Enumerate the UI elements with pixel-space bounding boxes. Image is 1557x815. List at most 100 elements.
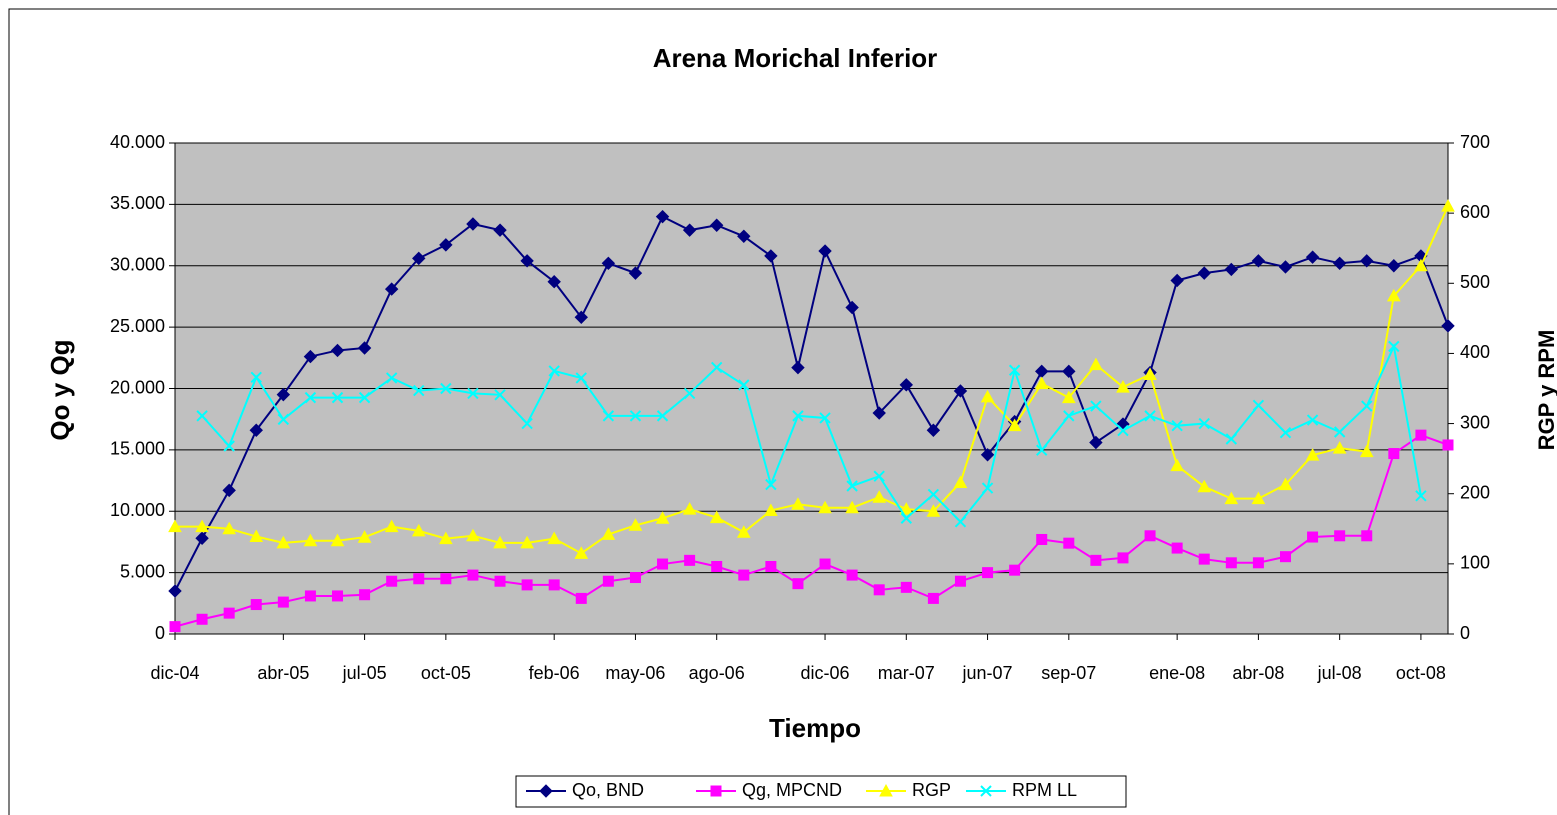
legend-label: Qg, MPCND — [742, 780, 842, 800]
data-point — [357, 341, 372, 355]
data-point — [792, 578, 804, 590]
data-point — [792, 410, 804, 422]
chart-title: Arena Morichal Inferior — [653, 43, 938, 73]
legend-marker — [539, 784, 553, 798]
y-tick-label: 0 — [155, 623, 165, 643]
x-tick-label: feb-06 — [529, 663, 580, 683]
data-point — [547, 274, 561, 289]
data-point — [249, 529, 264, 543]
data-point — [359, 589, 371, 601]
y-tick-label: 25.000 — [110, 316, 165, 336]
data-point — [304, 391, 317, 404]
data-point — [1251, 254, 1266, 268]
data-point — [521, 417, 533, 430]
y2-tick-label: 200 — [1460, 482, 1490, 502]
data-point — [872, 490, 887, 503]
data-point — [602, 410, 615, 422]
x-tick-label: sep-07 — [1041, 663, 1096, 683]
data-point — [1089, 435, 1103, 450]
data-point — [900, 581, 912, 593]
data-point — [738, 379, 750, 391]
data-point — [1225, 433, 1238, 445]
legend-marker — [710, 785, 722, 797]
data-point — [330, 533, 345, 547]
data-point — [1306, 414, 1319, 426]
y-tick-label: 10.000 — [110, 500, 165, 520]
x-tick-label: jul-05 — [342, 663, 387, 683]
x-tick-label: jun-07 — [962, 663, 1013, 683]
data-point — [873, 584, 885, 596]
data-point — [682, 502, 697, 515]
data-point — [277, 596, 289, 608]
data-point — [250, 371, 262, 383]
data-point — [765, 560, 777, 572]
data-point — [574, 546, 589, 559]
data-point — [466, 528, 480, 542]
data-point — [899, 502, 914, 515]
y2-tick-label: 600 — [1460, 202, 1490, 222]
data-point — [981, 482, 994, 494]
data-point — [1198, 553, 1210, 565]
data-point — [1388, 340, 1400, 353]
data-point — [168, 519, 182, 533]
data-point — [440, 382, 452, 395]
data-point — [249, 423, 263, 437]
data-point — [1171, 419, 1183, 432]
data-point — [493, 535, 507, 549]
data-point — [765, 478, 777, 491]
y-tick-label: 40.000 — [110, 132, 165, 152]
data-point — [1170, 458, 1184, 472]
data-point — [169, 621, 181, 633]
x-tick-label: abr-05 — [257, 663, 309, 683]
data-point — [195, 519, 209, 533]
data-point — [1278, 260, 1293, 274]
data-point — [629, 410, 642, 422]
legend-label: Qo, BND — [572, 780, 644, 800]
data-point — [548, 579, 560, 591]
data-point — [413, 384, 425, 397]
data-point — [413, 573, 425, 585]
data-point — [1307, 531, 1319, 543]
data-point — [819, 558, 831, 570]
data-point — [764, 249, 778, 263]
data-point — [384, 282, 399, 296]
data-point — [709, 510, 724, 524]
data-point — [629, 572, 641, 584]
data-point — [1144, 530, 1156, 542]
data-point — [655, 511, 670, 524]
data-point — [357, 530, 372, 543]
data-point — [954, 516, 967, 528]
data-point — [466, 217, 480, 231]
data-point — [494, 575, 506, 587]
data-point — [467, 569, 479, 581]
data-point — [547, 531, 562, 545]
y-tick-label: 5.000 — [120, 561, 165, 581]
data-point — [1034, 376, 1049, 390]
data-point — [1061, 390, 1076, 404]
data-point — [520, 535, 534, 549]
x-tick-label: ene-08 — [1149, 663, 1205, 683]
x-tick-label: jul-08 — [1317, 663, 1362, 683]
data-point — [548, 365, 560, 377]
x-axis-title: Tiempo — [769, 713, 861, 743]
data-point — [1361, 530, 1373, 542]
y2-tick-label: 500 — [1460, 272, 1490, 292]
data-point — [386, 575, 398, 587]
data-point — [276, 387, 291, 402]
data-point — [980, 389, 995, 403]
y2-tick-label: 300 — [1460, 412, 1490, 432]
data-point — [602, 575, 614, 587]
x-tick-label: ago-06 — [689, 663, 745, 683]
data-point — [1334, 530, 1346, 542]
y2-tick-label: 100 — [1460, 553, 1490, 573]
data-point — [1441, 199, 1455, 212]
data-point — [222, 521, 237, 535]
data-point — [1170, 273, 1184, 288]
data-point — [982, 567, 994, 579]
series-line — [201, 343, 1422, 524]
data-point — [953, 475, 968, 488]
data-point — [980, 448, 995, 462]
data-point — [1116, 380, 1130, 393]
data-point — [1198, 417, 1210, 430]
data-point — [1197, 266, 1211, 280]
